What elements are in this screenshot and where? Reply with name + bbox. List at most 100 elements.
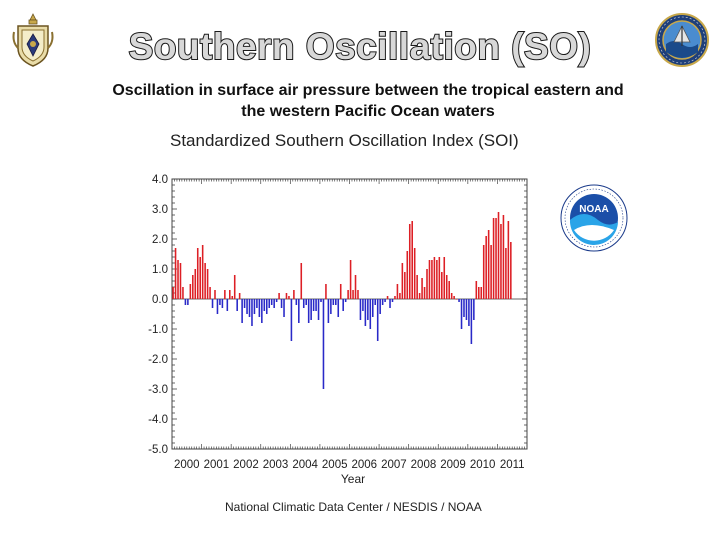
soi-bar	[174, 248, 177, 299]
soi-chart: Standardized Southern Oscillation Index …	[148, 131, 628, 514]
y-tick-labels: 4.0 3.0 2.0 1.0 0.0 -1.0 -2.0 -3.0 -4.0 -5.0	[148, 174, 168, 456]
soi-bar	[251, 299, 253, 326]
soi-bar	[263, 299, 266, 311]
soi-bar	[470, 299, 473, 344]
soi-bar	[315, 299, 317, 311]
soi-bar	[332, 299, 335, 305]
soi-bar	[367, 299, 369, 320]
soi-bar	[477, 287, 480, 299]
soi-bar	[399, 293, 401, 299]
soi-bar	[357, 290, 359, 299]
soi-bar	[441, 272, 443, 299]
soi-bar	[381, 299, 384, 305]
soi-bar	[376, 299, 379, 341]
soi-bar	[465, 299, 468, 320]
soi-bar	[352, 290, 354, 299]
soi-bar	[246, 299, 248, 314]
soi-bar	[192, 275, 194, 299]
soi-bar	[184, 299, 187, 305]
soi-bar	[460, 299, 463, 329]
soi-bar	[283, 299, 285, 317]
soi-bar	[401, 263, 404, 299]
chart-bars	[172, 212, 512, 389]
soi-bar	[298, 299, 300, 323]
soi-bar	[433, 257, 436, 299]
soi-bar	[463, 299, 465, 317]
x-tick-label: 2011	[500, 459, 525, 471]
x-tick-label: 2006	[351, 459, 377, 471]
soi-bar	[214, 290, 216, 299]
y-tick-label: 2.0	[152, 234, 168, 246]
soi-bar	[487, 230, 490, 299]
x-tick-labels: 2000 2001 2002 2003 2004 2005 2006 2007 2008 2009…	[174, 459, 525, 471]
soi-bar	[379, 299, 381, 314]
soi-bar	[438, 257, 441, 299]
soi-bar	[362, 299, 364, 311]
soi-bar	[371, 299, 374, 317]
soi-bar	[201, 245, 204, 299]
soi-bar	[411, 221, 413, 299]
y-tick-label: 0.0	[152, 294, 168, 306]
chart-axes	[171, 178, 528, 450]
soi-bar	[295, 299, 298, 305]
y-tick-label: -3.0	[148, 384, 168, 396]
soi-bar	[455, 299, 458, 300]
soi-bar	[280, 299, 283, 308]
soi-bar	[347, 290, 349, 299]
soi-bar	[408, 224, 411, 299]
slide-subtitle: Oscillation in surface air pressure betw…	[112, 82, 624, 120]
soi-bar	[278, 293, 280, 299]
soi-bar	[199, 257, 201, 299]
soi-bar	[187, 299, 189, 305]
y-tick-label: 3.0	[152, 204, 168, 216]
soi-bar	[305, 299, 307, 305]
oceanography-seal-icon	[654, 12, 710, 68]
soi-bar	[268, 299, 271, 308]
soi-bar	[204, 263, 206, 299]
soi-bar	[384, 299, 386, 302]
soi-bar	[335, 299, 337, 305]
soi-bar	[236, 299, 238, 311]
x-tick-label: 2002	[233, 459, 259, 471]
soi-bar	[229, 290, 231, 299]
soi-bar	[189, 284, 192, 299]
soi-bar	[495, 218, 497, 299]
x-tick-label: 2010	[470, 459, 496, 471]
soi-bar	[241, 299, 243, 323]
soi-bar	[310, 299, 312, 320]
soi-bar	[182, 287, 184, 299]
soi-bar	[482, 245, 485, 299]
soi-bar	[258, 299, 261, 317]
soi-bar	[312, 299, 315, 311]
soi-bar	[248, 299, 251, 317]
x-tick-label: 2008	[411, 459, 437, 471]
soi-bar	[216, 299, 219, 314]
soi-bar	[344, 299, 347, 302]
soi-bar	[490, 245, 492, 299]
soi-bar	[436, 260, 438, 299]
y-tick-label: -4.0	[148, 414, 168, 426]
y-tick-label: 4.0	[152, 174, 168, 186]
soi-bar	[359, 299, 362, 320]
soi-bar	[500, 224, 502, 299]
soi-bar	[275, 299, 278, 302]
soi-bar	[196, 248, 199, 299]
soi-bar	[505, 248, 507, 299]
soi-bar	[445, 275, 448, 299]
soi-bar	[325, 284, 327, 299]
soi-bar	[497, 212, 500, 299]
soi-bar	[256, 299, 258, 308]
soi-bar	[423, 287, 426, 299]
soi-bar	[389, 299, 391, 308]
soi-bar	[431, 260, 433, 299]
soi-bar	[243, 299, 246, 308]
soi-bar	[330, 299, 332, 314]
slide-title: Southern Oscillation (SO)	[128, 25, 592, 68]
soi-bar	[302, 299, 305, 308]
soi-bar	[473, 299, 475, 320]
soi-bar	[179, 263, 182, 299]
soi-bar	[177, 260, 179, 299]
soi-bar	[453, 296, 455, 299]
soi-bar	[270, 299, 273, 305]
soi-bar	[413, 248, 416, 299]
